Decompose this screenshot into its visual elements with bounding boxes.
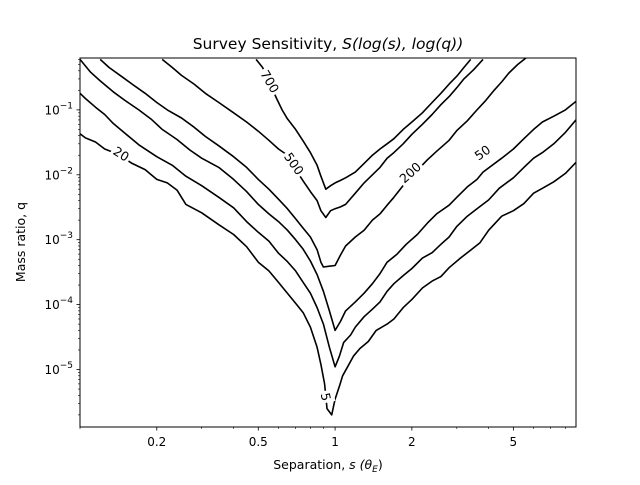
x-axis-label: Separation, s (θE) [273, 457, 383, 475]
contour-label-mask-700 [255, 65, 285, 98]
y-tick-label: 10−3 [44, 231, 73, 247]
contour-layer [80, 58, 576, 416]
y-tick-label: 10−4 [44, 296, 73, 312]
contour-line-20 [80, 92, 576, 368]
contour-label-mask-500 [279, 147, 309, 181]
contour-label-5: 5 [318, 391, 334, 402]
x-tick-label: 0.5 [249, 435, 268, 449]
contour-label-mask-200 [394, 156, 427, 189]
contour-line-50 [80, 58, 576, 332]
contour-line-500 [161, 58, 484, 219]
contour-line-200 [99, 58, 527, 268]
y-axis-label: Mass ratio, q [13, 202, 28, 282]
contour-label-mask-50 [469, 139, 496, 166]
y-tick-label: 10−2 [44, 166, 73, 182]
x-axis: 0.2 0.5 1 2 5 [79, 427, 566, 449]
contour-label-50: 50 [472, 142, 494, 163]
contour-label-mask-5 [316, 389, 336, 405]
y-tick-label: 10−5 [44, 361, 73, 377]
x-tick-label: 1 [331, 435, 339, 449]
contour-label-20: 20 [110, 143, 131, 164]
x-tick-label: 2 [408, 435, 416, 449]
y-axis: 10−5 10−4 10−3 10−2 10−1 [44, 59, 80, 416]
contour-line-5 [80, 133, 576, 416]
x-tick-label: 5 [510, 435, 518, 449]
contour-line-700 [255, 58, 472, 190]
y-tick-label: 10−1 [44, 101, 73, 117]
contour-label-mask-20 [108, 141, 135, 167]
x-tick-label: 0.2 [147, 435, 166, 449]
plot-frame [79, 57, 577, 428]
chart-title: Survey Sensitivity, S(log(s), log(q)) [193, 35, 464, 53]
